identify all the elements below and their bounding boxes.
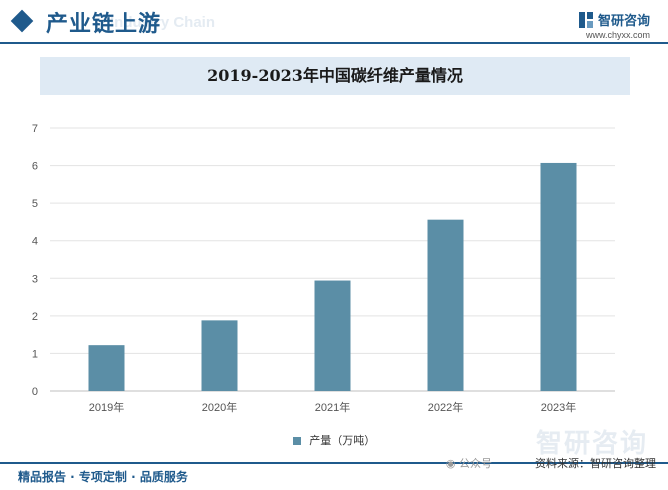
y-tick-label: 7 bbox=[32, 123, 38, 135]
bar bbox=[540, 162, 577, 391]
legend-swatch bbox=[292, 437, 301, 445]
x-tick-label: 2020年 bbox=[202, 400, 237, 414]
source-text: 资料来源：智研咨询整理 bbox=[535, 457, 656, 470]
chart-legend: 产量（万吨） bbox=[0, 432, 668, 448]
footer-divider bbox=[0, 462, 668, 464]
wechat-text: 公众号 bbox=[459, 457, 492, 470]
bar bbox=[88, 345, 125, 391]
y-tick-label: 6 bbox=[32, 161, 38, 173]
brand: 智研咨询 bbox=[578, 10, 650, 29]
footer: 精品报告 · 专项定制 · 品质服务 bbox=[0, 462, 668, 490]
y-tick-label: 5 bbox=[32, 198, 38, 210]
x-tick-label: 2021年 bbox=[315, 400, 350, 414]
y-tick-label: 3 bbox=[32, 273, 38, 285]
y-tick-label: 0 bbox=[32, 386, 38, 398]
legend-label: 产量（万吨） bbox=[309, 434, 376, 447]
chart-title-bar: 2019-2023年中国碳纤维产量情况 bbox=[40, 57, 630, 95]
diamond-icon bbox=[10, 9, 34, 33]
footer-slogan: 精品报告 · 专项定制 · 品质服务 bbox=[18, 470, 188, 484]
y-tick-label: 1 bbox=[32, 348, 38, 360]
y-axis-ticks: 0 1 2 3 4 5 6 7 bbox=[32, 123, 38, 398]
wechat-icon: ◉ bbox=[445, 457, 456, 470]
watermark-brand: 智研咨询 bbox=[535, 429, 648, 459]
bar bbox=[427, 219, 464, 391]
chart-title: 2019-2023年中国碳纤维产量情况 bbox=[207, 66, 463, 85]
y-tick-label: 2 bbox=[32, 311, 38, 323]
brand-url: www.chyxx.com bbox=[585, 30, 650, 40]
header: 产业链上游 Industry Chain 智研咨询 www.chyxx.com bbox=[0, 0, 668, 50]
x-tick-label: 2022年 bbox=[428, 400, 463, 414]
brand-logo-icon bbox=[578, 11, 593, 28]
chart-bars bbox=[88, 162, 577, 391]
section-title: 产业链上游 bbox=[46, 11, 162, 37]
bar-chart: 0 1 2 3 4 5 6 7 2019年 2020年 2021年 2022年 2023年 bbox=[32, 123, 615, 414]
x-axis-ticks: 2019年 2020年 2021年 2022年 2023年 bbox=[89, 400, 576, 414]
source-note: 资料来源：智研咨询整理 bbox=[535, 455, 656, 471]
y-tick-label: 4 bbox=[32, 236, 38, 248]
brand-name: 智研咨询 bbox=[597, 14, 650, 29]
header-divider bbox=[0, 42, 668, 44]
x-tick-label: 2023年 bbox=[541, 400, 576, 414]
bar bbox=[201, 320, 238, 391]
bar bbox=[314, 280, 351, 391]
x-tick-label: 2019年 bbox=[89, 400, 124, 414]
wechat-label: ◉ 公众号 bbox=[446, 455, 492, 471]
